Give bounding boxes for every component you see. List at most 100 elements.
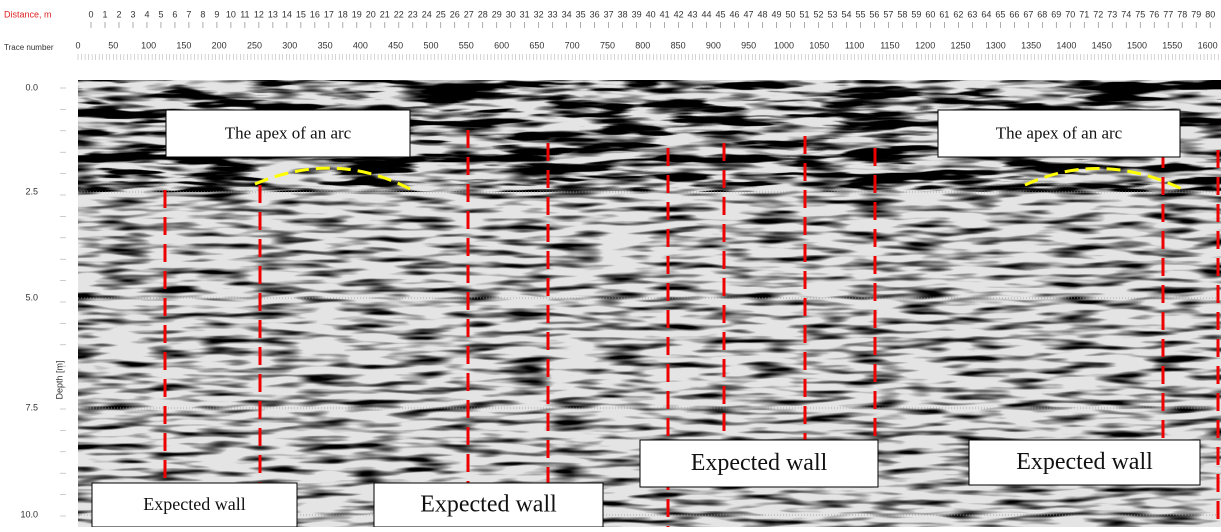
distance-tick-label: 59 [911,9,921,19]
depth-tick-label: 2.5 [25,186,38,196]
distance-tick-label: 2 [116,9,121,19]
trace-tick-label: 300 [282,40,297,50]
distance-tick-label: 52 [813,9,823,19]
trace-axis-label: Trace number [4,43,54,52]
distance-tick-label: 42 [674,9,684,19]
distance-tick-label: 71 [1079,9,1089,19]
distance-tick-label: 17 [324,9,334,19]
distance-tick-label: 37 [604,9,614,19]
distance-tick-label: 41 [660,9,670,19]
distance-tick-label: 53 [827,9,837,19]
distance-tick-label: 74 [1121,9,1131,19]
wall-label: Expected wall [420,492,557,518]
trace-tick-label: 1050 [809,40,829,50]
distance-tick-label: 21 [380,9,390,19]
distance-tick-label: 25 [436,9,446,19]
trace-tick-label: 1350 [1021,40,1041,50]
distance-axis-label: Distance, m [4,9,52,19]
distance-tick-label: 39 [632,9,642,19]
distance-tick-label: 72 [1093,9,1103,19]
trace-tick-label: 650 [529,40,544,50]
distance-tick-label: 68 [1037,9,1047,19]
trace-tick-label: 1000 [774,40,794,50]
apex-label: The apex of an arc [225,123,352,142]
distance-tick-label: 11 [240,9,249,19]
distance-tick-label: 20 [366,9,376,19]
distance-tick-label: 46 [730,9,740,19]
trace-tick-label: 550 [459,40,474,50]
distance-tick-label: 8 [200,9,205,19]
trace-tick-label: 400 [353,40,368,50]
distance-tick-label: 61 [939,9,949,19]
distance-tick-label: 0 [88,9,93,19]
distance-tick-label: 3 [130,9,135,19]
distance-tick-label: 78 [1177,9,1187,19]
distance-tick-label: 49 [772,9,782,19]
distance-tick-label: 14 [282,9,292,19]
distance-tick-label: 28 [478,9,488,19]
wall-label: Expected wall [1016,449,1153,475]
distance-tick-label: 6 [172,9,177,19]
wall-label: Expected wall [691,450,828,476]
trace-tick-label: 700 [565,40,580,50]
distance-tick-label: 63 [967,9,977,19]
distance-tick-label: 27 [464,9,474,19]
trace-tick-label: 950 [741,40,756,50]
distance-tick-label: 31 [520,9,530,19]
trace-tick-label: 1600 [1198,40,1218,50]
distance-tick-label: 30 [506,9,516,19]
distance-tick-label: 51 [799,9,809,19]
distance-tick-label: 10 [226,9,236,19]
distance-tick-label: 40 [646,9,656,19]
distance-tick-label: 22 [394,9,404,19]
distance-tick-label: 62 [953,9,963,19]
trace-tick-label: 1400 [1056,40,1076,50]
distance-tick-label: 38 [618,9,628,19]
distance-tick-label: 79 [1191,9,1201,19]
distance-tick-label: 54 [841,9,851,19]
trace-tick-label: 1200 [915,40,935,50]
distance-tick-label: 76 [1149,9,1159,19]
trace-tick-label: 0 [75,40,80,50]
distance-tick-label: 29 [492,9,502,19]
distance-tick-label: 5 [158,9,163,19]
distance-tick-label: 77 [1163,9,1173,19]
distance-tick-label: 56 [869,9,879,19]
distance-tick-label: 18 [338,9,348,19]
depth-tick-label: 5.0 [25,292,38,302]
trace-tick-label: 1250 [950,40,970,50]
distance-tick-label: 65 [995,9,1005,19]
distance-tick-label: 80 [1205,9,1215,19]
trace-tick-label: 350 [318,40,333,50]
trace-tick-label: 50 [108,40,118,50]
distance-tick-label: 55 [855,9,865,19]
trace-tick-label: 500 [423,40,438,50]
distance-tick-label: 1 [102,9,107,19]
distance-tick-label: 19 [352,9,362,19]
depth-tick-label: 10.0 [20,509,38,519]
trace-tick-label: 1550 [1162,40,1182,50]
distance-tick-label: 13 [268,9,278,19]
distance-tick-label: 69 [1051,9,1061,19]
distance-tick-label: 12 [254,9,264,19]
apex-label: The apex of an arc [996,123,1123,142]
distance-tick-label: 47 [744,9,754,19]
trace-tick-label: 1300 [986,40,1006,50]
trace-tick-label: 1450 [1092,40,1112,50]
distance-tick-label: 35 [576,9,586,19]
distance-tick-label: 70 [1065,9,1075,19]
trace-tick-label: 1500 [1127,40,1147,50]
distance-tick-label: 32 [534,9,544,19]
depth-tick-label: 7.5 [25,402,38,412]
distance-tick-label: 24 [422,9,432,19]
trace-tick-label: 450 [388,40,403,50]
wall-label: Expected wall [143,494,245,514]
distance-tick-label: 50 [785,9,795,19]
distance-tick-label: 26 [450,9,460,19]
distance-tick-label: 75 [1135,9,1145,19]
distance-tick-label: 4 [144,9,149,19]
distance-tick-label: 45 [716,9,726,19]
distance-tick-label: 43 [688,9,698,19]
trace-tick-label: 100 [141,40,156,50]
radargram-figure: Distance, m Trace number Depth [m] The a… [0,0,1221,527]
